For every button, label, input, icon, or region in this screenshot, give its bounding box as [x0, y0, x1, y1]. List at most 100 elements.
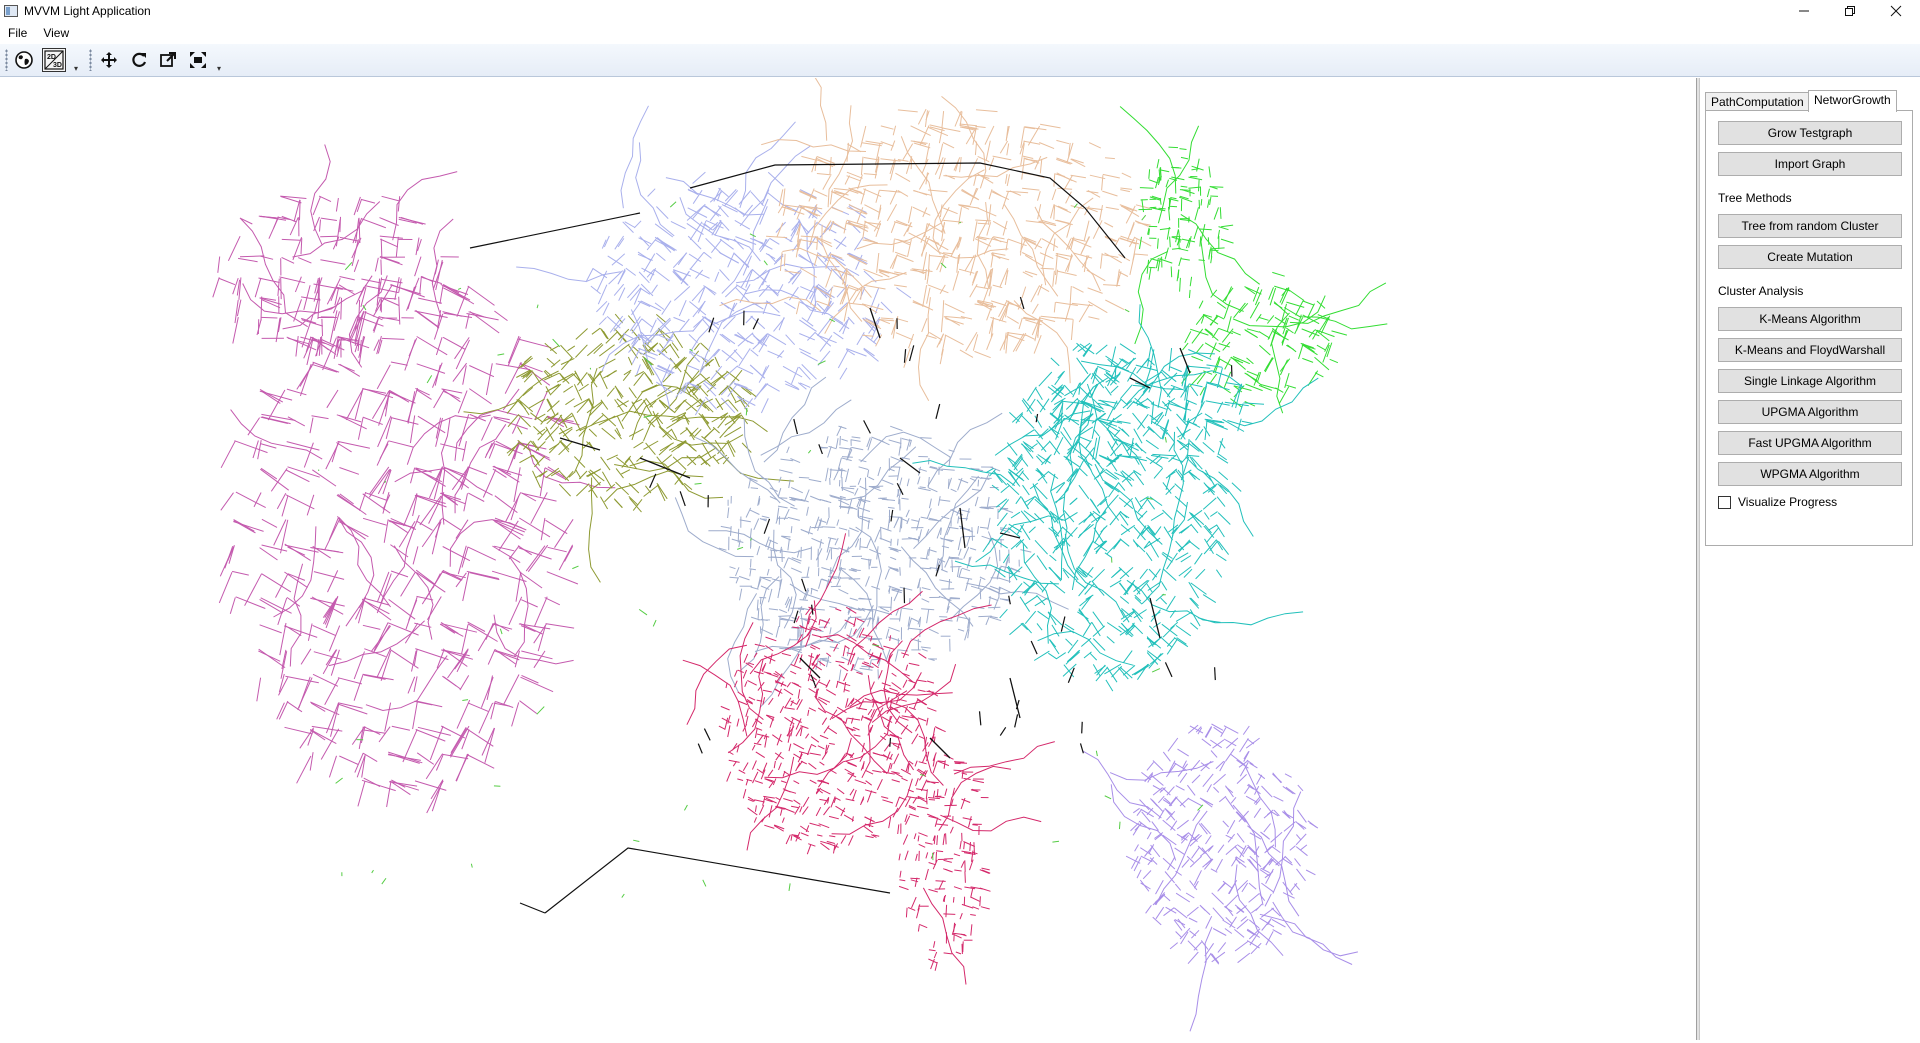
road-segment [826, 680, 830, 688]
road-segment [1286, 787, 1296, 794]
road-segment [778, 488, 781, 497]
refresh-icon [130, 51, 148, 69]
road-segment [861, 157, 863, 175]
road-segment [768, 351, 783, 357]
grow-testgraph-button[interactable]: Grow Testgraph [1718, 121, 1902, 145]
toolbar-overflow-2[interactable]: ▾ [217, 64, 221, 73]
toolbar-grip-2[interactable] [89, 49, 92, 71]
road-segment [548, 547, 567, 552]
road-segment [960, 913, 962, 919]
road-segment [1114, 540, 1119, 547]
tab-pathcomputation[interactable]: PathComputation [1705, 92, 1810, 111]
import-graph-button[interactable]: Import Graph [1718, 152, 1902, 176]
fast-upgma-button[interactable]: Fast UPGMA Algorithm [1718, 431, 1902, 455]
fit-extent-button[interactable] [186, 48, 210, 72]
road-segment [219, 278, 235, 284]
road-segment [1037, 468, 1045, 477]
road-segment [519, 548, 552, 559]
road-segment [1003, 221, 1007, 236]
road-segment [882, 499, 895, 500]
road-segment [714, 349, 721, 356]
road-segment [1246, 796, 1257, 802]
k-means-button[interactable]: K-Means Algorithm [1718, 307, 1902, 331]
road-segment [687, 206, 704, 221]
restore-button[interactable] [1828, 0, 1872, 22]
road-segment [1133, 413, 1145, 428]
road-segment [942, 128, 960, 132]
road-segment [1120, 539, 1129, 547]
road-segment [706, 287, 715, 295]
road-segment [720, 239, 734, 249]
road-segment [1079, 437, 1090, 442]
wpgma-button[interactable]: WPGMA Algorithm [1718, 462, 1902, 486]
road-segment [1210, 740, 1221, 748]
road-segment [719, 726, 725, 729]
single-linkage-button[interactable]: Single Linkage Algorithm [1718, 369, 1902, 393]
road-segment [973, 221, 977, 241]
road-segment [1175, 496, 1187, 507]
road-curve [366, 656, 447, 711]
road-segment [1088, 301, 1107, 312]
road-segment [1000, 609, 1008, 618]
road-segment [935, 796, 945, 797]
road-segment [391, 362, 408, 365]
cluster-boundary [910, 345, 914, 361]
road-segment [648, 189, 656, 197]
road-segment [763, 796, 766, 806]
road-segment [276, 574, 288, 598]
close-button[interactable] [1874, 0, 1918, 22]
globe-button[interactable] [12, 48, 36, 72]
upgma-button[interactable]: UPGMA Algorithm [1718, 400, 1902, 424]
road-segment [746, 316, 753, 323]
cluster-analysis-label: Cluster Analysis [1718, 284, 1803, 298]
external-link-icon [159, 51, 177, 69]
toolbar-grip[interactable] [5, 49, 8, 71]
fit-extent-icon [189, 51, 207, 69]
road-segment [1315, 357, 1330, 370]
road-segment [750, 569, 751, 577]
create-mutation-button[interactable]: Create Mutation [1718, 245, 1902, 269]
road-segment [1189, 177, 1203, 180]
road-segment [809, 763, 817, 769]
road-curve [1146, 502, 1187, 599]
minimize-button[interactable] [1782, 0, 1826, 22]
road-segment [797, 699, 803, 709]
road-segment [1193, 810, 1200, 821]
road-segment [491, 701, 496, 719]
pan-button[interactable] [97, 48, 121, 72]
toolbar-overflow-1[interactable]: ▾ [74, 64, 78, 73]
road-segment [300, 200, 301, 220]
cluster-boundary [704, 729, 710, 741]
road-segment [743, 789, 746, 798]
road-segment [1108, 430, 1118, 446]
external-link-button[interactable] [156, 48, 180, 72]
road-segment [1271, 832, 1283, 842]
road-segment [565, 399, 574, 405]
tab-networgrowth[interactable]: NetworGrowth [1808, 90, 1897, 112]
2d-3d-toggle-button[interactable]: 2D 3D [42, 48, 66, 72]
road-curve [912, 461, 1014, 486]
road-segment [1184, 569, 1192, 577]
visualize-progress-checkbox[interactable] [1718, 496, 1731, 509]
road-segment [541, 518, 545, 540]
road-segment [791, 487, 803, 492]
road-segment [1115, 238, 1120, 247]
road-network-map[interactable] [0, 78, 1696, 1040]
tree-from-random-cluster-button[interactable]: Tree from random Cluster [1718, 214, 1902, 238]
map-canvas[interactable] [0, 78, 1696, 1040]
road-segment [1207, 784, 1212, 792]
k-means-floydwarshall-button[interactable]: K-Means and FloydWarshall [1718, 338, 1902, 362]
refresh-button[interactable] [127, 48, 151, 72]
menu-view[interactable]: View [35, 24, 77, 44]
road-segment [1180, 190, 1191, 191]
road-segment [971, 897, 980, 901]
road-segment [970, 915, 976, 916]
road-segment [1010, 623, 1024, 635]
tab-content-networgrowth: Grow Testgraph Import Graph Tree Methods… [1705, 110, 1913, 546]
road-segment [1237, 845, 1244, 850]
menu-file[interactable]: File [0, 24, 35, 44]
road-segment [1191, 524, 1198, 533]
road-segment [1163, 626, 1174, 638]
road-segment [911, 618, 918, 621]
road-segment [799, 349, 811, 355]
